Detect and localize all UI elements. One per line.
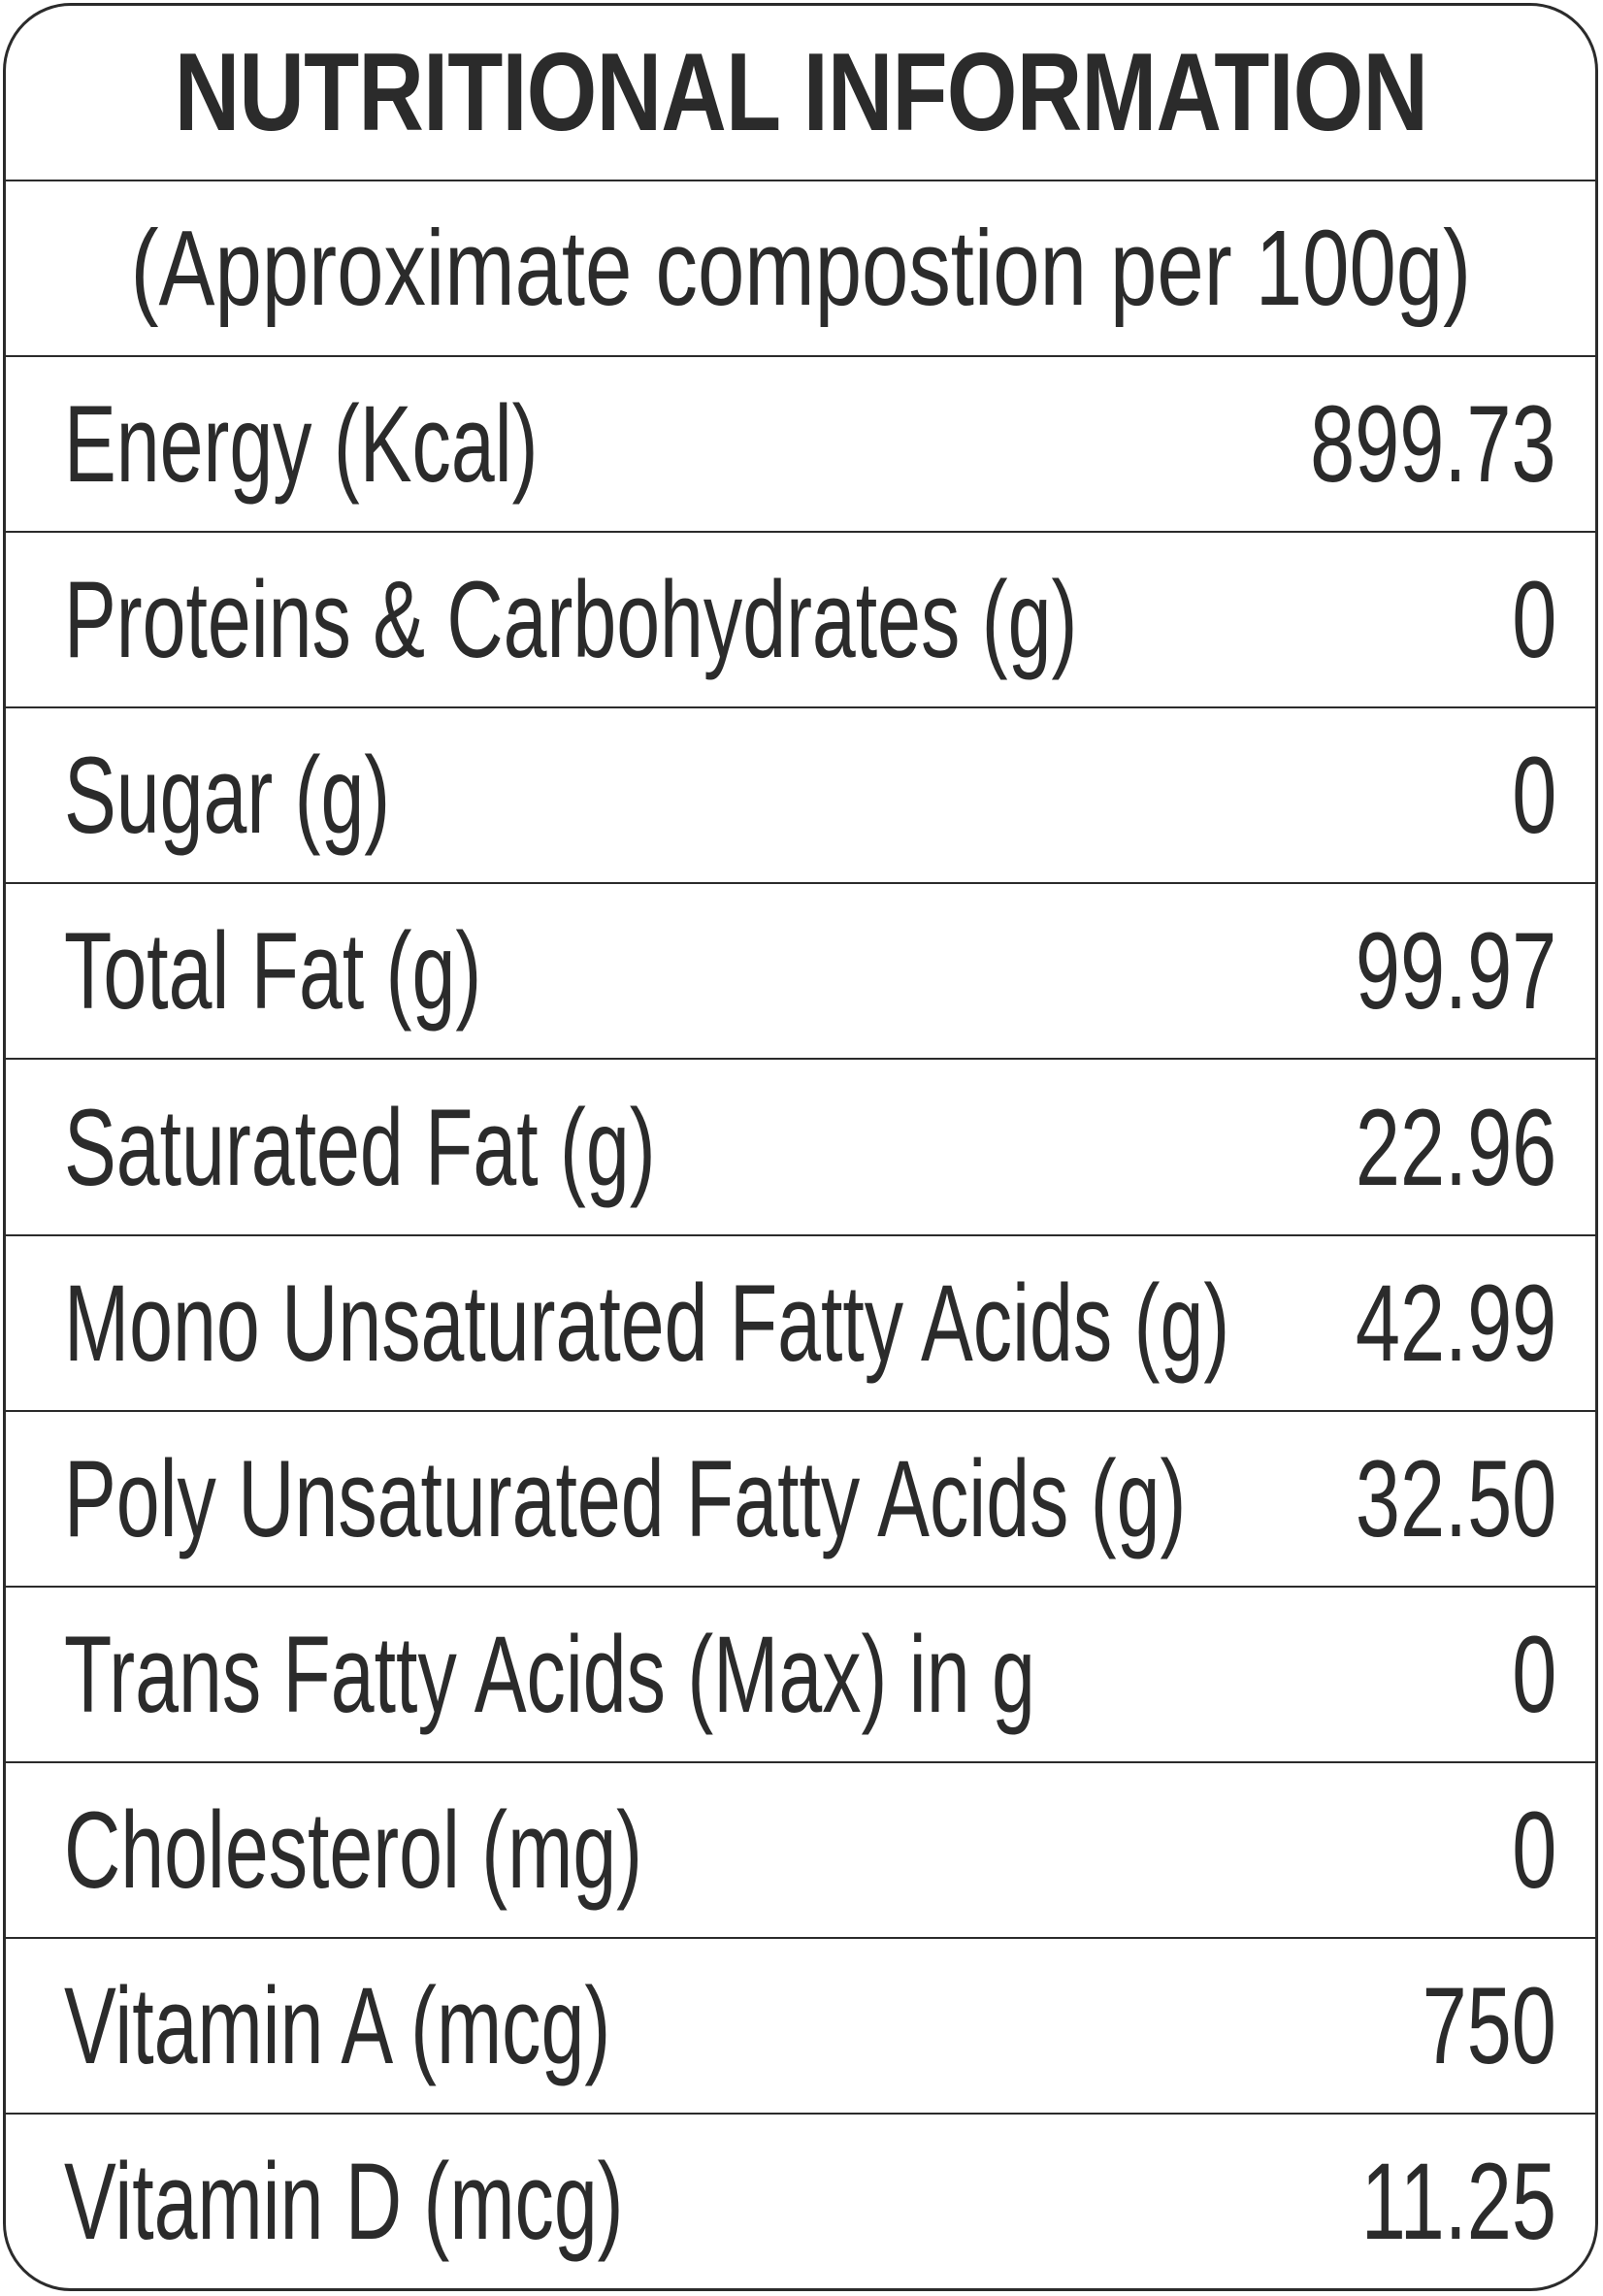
nutrient-row-proteins-carbohydrates: Proteins & Carbohydrates (g) 0 [6, 533, 1595, 709]
nutrient-name: Cholesterol (mg) [64, 1788, 643, 1911]
nutrient-value: 0 [1511, 1613, 1556, 1735]
nutrient-row-vitamin-d: Vitamin D (mcg) 11.25 [6, 2115, 1595, 2288]
nutrient-row-vitamin-a: Vitamin A (mcg) 750 [6, 1939, 1595, 2115]
title-row: NUTRITIONAL INFORMATION [6, 6, 1595, 182]
nutrient-row-energy: Energy (Kcal) 899.73 [6, 357, 1595, 534]
nutrient-name: Vitamin A (mcg) [64, 1964, 611, 2086]
nutrient-name: Mono Unsaturated Fatty Acids (g) [64, 1262, 1230, 1384]
nutrient-value: 0 [1511, 1788, 1556, 1911]
nutrient-row-total-fat: Total Fat (g) 99.97 [6, 884, 1595, 1061]
label-title: NUTRITIONAL INFORMATION [174, 31, 1427, 155]
nutrient-value: 0 [1511, 735, 1556, 857]
nutrient-name: Vitamin D (mcg) [64, 2140, 624, 2262]
nutrient-value: 0 [1511, 559, 1556, 681]
nutrient-row-poly-unsaturated: Poly Unsaturated Fatty Acids (g) 32.50 [6, 1412, 1595, 1588]
nutrient-row-saturated-fat: Saturated Fat (g) 22.96 [6, 1060, 1595, 1236]
nutrient-row-sugar: Sugar (g) 0 [6, 708, 1595, 885]
nutrition-label: NUTRITIONAL INFORMATION (Approximate com… [3, 3, 1598, 2291]
nutrient-name: Total Fat (g) [64, 910, 482, 1033]
label-subtitle: (Approximate compostion per 100g) [130, 209, 1471, 329]
nutrient-row-cholesterol: Cholesterol (mg) 0 [6, 1763, 1595, 1939]
nutrient-name: Poly Unsaturated Fatty Acids (g) [64, 1437, 1187, 1559]
nutrient-name: Proteins & Carbohydrates (g) [64, 559, 1078, 681]
nutrient-value: 11.25 [1360, 2140, 1556, 2262]
nutrient-name: Trans Fatty Acids (Max) in g [64, 1613, 1035, 1735]
nutrient-name: Sugar (g) [64, 735, 391, 857]
nutrient-row-trans-fat: Trans Fatty Acids (Max) in g 0 [6, 1588, 1595, 1763]
subtitle-row: (Approximate compostion per 100g) [6, 181, 1595, 358]
nutrient-value: 22.96 [1355, 1086, 1556, 1208]
nutrient-name: Energy (Kcal) [64, 383, 539, 506]
nutrient-value: 32.50 [1355, 1437, 1556, 1559]
nutrient-value: 899.73 [1310, 383, 1556, 506]
nutrient-row-mono-unsaturated: Mono Unsaturated Fatty Acids (g) 42.99 [6, 1236, 1595, 1412]
nutrient-name: Saturated Fat (g) [64, 1086, 656, 1208]
nutrient-value: 42.99 [1355, 1262, 1556, 1384]
nutrient-value: 99.97 [1355, 910, 1556, 1033]
nutrient-value: 750 [1422, 1964, 1556, 2086]
